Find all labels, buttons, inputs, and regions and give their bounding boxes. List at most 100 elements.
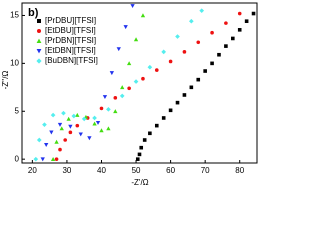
marker <box>130 4 135 9</box>
marker <box>224 21 228 25</box>
marker <box>224 44 228 48</box>
y-tick-label: 0 <box>15 154 20 163</box>
marker <box>142 138 147 142</box>
chart: b) -Z'/Ω -Z''/Ω 20 30 40 50 60 70 80 0 5 10 15 [PrD… <box>1 2 258 187</box>
marker <box>42 122 47 128</box>
marker <box>154 123 159 128</box>
marker <box>199 8 205 14</box>
marker <box>231 36 235 41</box>
marker <box>92 121 97 126</box>
marker <box>141 76 145 81</box>
x-tick-label: 30 <box>62 166 71 175</box>
marker <box>168 59 173 64</box>
legend-marker <box>37 29 41 33</box>
marker <box>137 152 142 157</box>
marker <box>147 64 153 70</box>
y-tick-label: 10 <box>10 58 19 67</box>
marker <box>109 71 115 76</box>
marker <box>139 145 144 150</box>
legend-marker <box>37 19 41 23</box>
marker <box>133 37 139 42</box>
marker <box>75 112 80 117</box>
marker <box>54 139 59 144</box>
marker <box>99 106 104 111</box>
marker <box>196 77 201 82</box>
x-tick-label: 70 <box>201 166 210 175</box>
x-tick-label: 20 <box>28 166 37 175</box>
marker <box>71 113 77 119</box>
legend-label: [BuDBN][TFSI] <box>45 56 98 65</box>
marker <box>188 18 194 24</box>
y-axis-label: -Z''/Ω <box>1 71 10 90</box>
marker <box>119 93 125 99</box>
marker <box>120 85 125 90</box>
marker <box>95 120 101 125</box>
marker <box>168 108 173 113</box>
marker <box>63 138 67 142</box>
x-axis-label: -Z'/Ω <box>131 178 148 187</box>
x-tick-label: 50 <box>132 166 141 175</box>
marker <box>50 157 56 161</box>
marker <box>57 122 63 127</box>
marker <box>123 25 128 30</box>
marker <box>99 128 104 133</box>
marker <box>203 69 207 73</box>
marker <box>210 61 214 66</box>
legend-marker <box>36 49 42 54</box>
marker <box>66 116 71 121</box>
marker <box>58 147 62 152</box>
marker <box>78 132 83 137</box>
marker <box>40 157 45 162</box>
marker <box>68 130 73 135</box>
marker <box>44 142 49 147</box>
marker <box>182 50 187 54</box>
marker <box>244 19 249 24</box>
marker <box>161 116 166 120</box>
x-tick-label: 80 <box>235 166 244 175</box>
marker <box>217 52 221 57</box>
marker <box>54 157 59 161</box>
marker <box>196 40 201 45</box>
legend-label: [EtDBN][TFSI] <box>45 46 96 55</box>
legend-label: [EtDBU][TFSI] <box>45 26 96 35</box>
plot-frame <box>21 2 258 164</box>
marker <box>133 79 139 84</box>
marker <box>175 34 180 39</box>
legend-label: [PrDBU][TFSI] <box>45 16 96 25</box>
marker <box>106 107 111 112</box>
legend-marker <box>36 38 42 43</box>
marker <box>59 126 64 131</box>
x-tick-label: 40 <box>97 166 106 175</box>
marker <box>189 85 194 90</box>
marker <box>135 157 140 161</box>
x-tick-label: 60 <box>166 166 175 175</box>
marker <box>251 11 256 16</box>
marker <box>210 30 214 35</box>
marker <box>126 61 132 66</box>
marker <box>161 49 167 55</box>
marker <box>140 13 146 18</box>
marker <box>87 136 92 141</box>
marker <box>50 112 56 118</box>
marker <box>68 124 73 129</box>
marker <box>81 116 87 122</box>
marker <box>116 47 121 52</box>
marker <box>106 126 111 131</box>
legend-label: [PrDBN][TFSI] <box>45 36 96 45</box>
marker <box>75 123 80 128</box>
marker <box>237 11 242 16</box>
marker <box>49 130 54 135</box>
marker <box>148 131 152 136</box>
marker <box>36 137 42 143</box>
marker <box>113 109 118 114</box>
marker <box>61 110 66 116</box>
marker <box>102 95 108 100</box>
marker <box>127 86 131 91</box>
y-tick-label: 15 <box>10 11 19 20</box>
marker <box>182 93 187 97</box>
legend-marker <box>36 58 42 64</box>
y-tick-label: 5 <box>15 106 20 115</box>
marker <box>237 28 242 32</box>
marker <box>154 68 159 72</box>
marker <box>113 96 118 100</box>
